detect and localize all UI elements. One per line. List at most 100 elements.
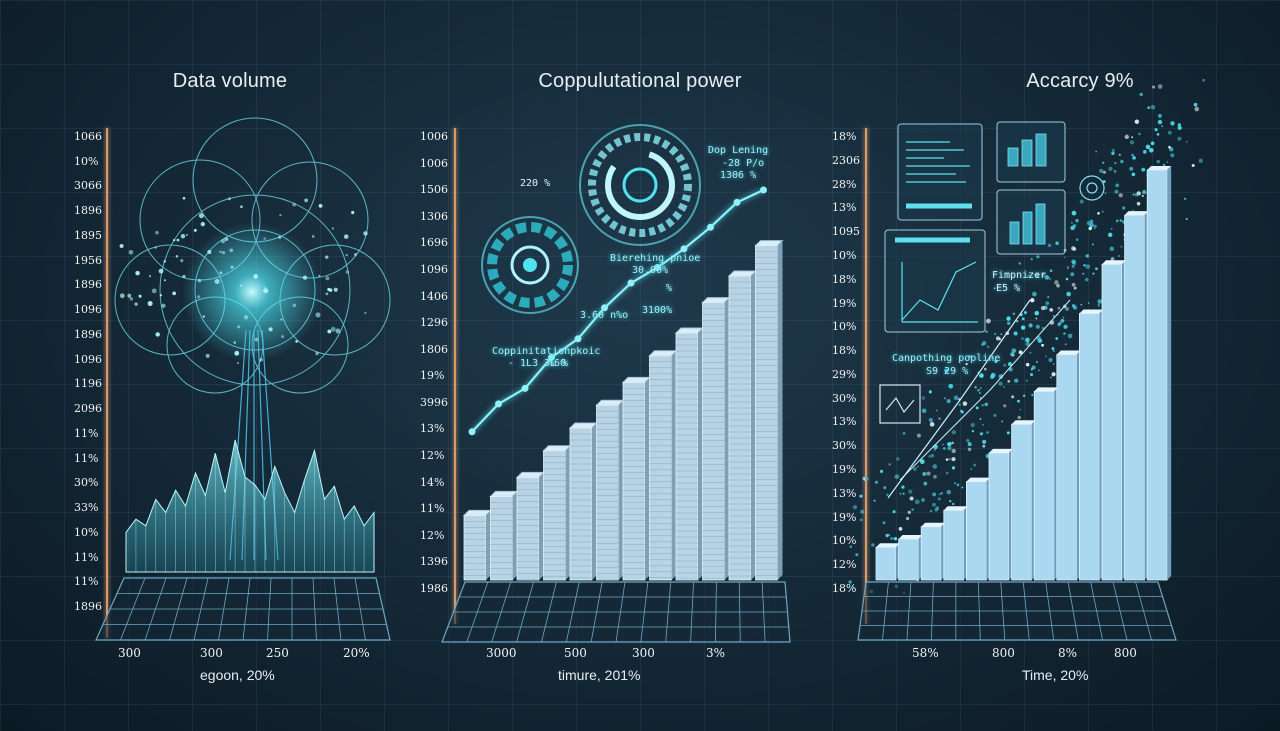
x-tick-label: 800 bbox=[1114, 646, 1137, 660]
particle bbox=[1162, 163, 1166, 167]
particle bbox=[990, 372, 996, 378]
particle bbox=[852, 505, 858, 510]
particle bbox=[849, 545, 852, 548]
network-node bbox=[219, 271, 223, 275]
particle bbox=[945, 471, 949, 475]
annotation: % bbox=[666, 283, 673, 294]
particle bbox=[898, 527, 903, 531]
particle bbox=[979, 392, 981, 394]
particle bbox=[1060, 318, 1065, 323]
gauge-small bbox=[481, 216, 579, 314]
y-tick-label: 1895 bbox=[74, 228, 102, 242]
particle bbox=[1136, 201, 1141, 206]
y-tick-label: 1096 bbox=[420, 262, 448, 276]
particle bbox=[995, 336, 1001, 341]
bar-side bbox=[751, 271, 756, 580]
particle bbox=[1166, 161, 1169, 163]
trend-line bbox=[887, 299, 1031, 499]
annotation: S9 29 % bbox=[926, 366, 969, 377]
particle bbox=[1072, 247, 1077, 251]
particle bbox=[1088, 226, 1092, 231]
particle bbox=[1107, 232, 1113, 238]
particle bbox=[919, 459, 925, 465]
particle bbox=[1007, 361, 1013, 367]
x-tick-label: 58% bbox=[912, 646, 939, 660]
particle bbox=[962, 401, 968, 406]
trend-point bbox=[680, 245, 688, 253]
network-node bbox=[233, 341, 236, 344]
particle bbox=[1134, 193, 1139, 197]
particle bbox=[1118, 193, 1123, 198]
computational-power-graphic bbox=[441, 124, 791, 643]
y-tick-label: 30% bbox=[74, 476, 99, 490]
particle bbox=[933, 474, 937, 479]
network-node bbox=[147, 301, 153, 307]
network-node bbox=[198, 213, 204, 219]
network-node bbox=[128, 249, 134, 255]
annotation: Dop Lening bbox=[708, 145, 769, 156]
network-node bbox=[197, 295, 201, 299]
particle bbox=[1052, 350, 1055, 352]
particle bbox=[949, 499, 952, 503]
y-tick-label: 1095 bbox=[832, 225, 860, 239]
particle bbox=[952, 502, 955, 506]
network-node bbox=[134, 302, 138, 306]
network-node bbox=[220, 239, 226, 244]
particle bbox=[951, 448, 956, 454]
particle bbox=[883, 486, 887, 490]
network-node bbox=[151, 288, 157, 294]
y-tick-label: 30% bbox=[832, 391, 857, 405]
annotation: 30.00% bbox=[632, 265, 669, 276]
particle bbox=[1141, 194, 1144, 198]
particle bbox=[944, 397, 946, 400]
particle bbox=[1169, 147, 1174, 152]
particle bbox=[1035, 317, 1038, 320]
particle bbox=[1102, 170, 1106, 174]
particle bbox=[1089, 222, 1094, 228]
y-tick-label: 18% bbox=[832, 272, 857, 286]
particle bbox=[1023, 311, 1027, 315]
particle bbox=[982, 439, 987, 444]
particle bbox=[907, 510, 911, 515]
network-node bbox=[302, 275, 308, 280]
annotation: 1306 % bbox=[720, 170, 757, 181]
particle bbox=[1003, 363, 1007, 367]
particle bbox=[1048, 277, 1052, 281]
annotation: Bierehing pnioe bbox=[610, 253, 701, 264]
particle bbox=[1012, 312, 1016, 316]
particle bbox=[1057, 306, 1061, 310]
network-node bbox=[205, 353, 210, 358]
particle bbox=[1139, 92, 1143, 97]
network-node bbox=[185, 233, 189, 237]
y-tick-label: 19% bbox=[832, 510, 857, 524]
trend-point bbox=[627, 279, 635, 287]
particle bbox=[951, 430, 956, 435]
annotation: Fimpnizer bbox=[992, 270, 1047, 281]
trend-point bbox=[760, 186, 767, 194]
particle bbox=[1015, 319, 1019, 323]
bar bbox=[920, 526, 942, 581]
target-icon bbox=[1079, 175, 1105, 201]
gauge-large bbox=[579, 124, 701, 246]
y-tick-label: 3996 bbox=[420, 395, 448, 409]
particle bbox=[1003, 404, 1007, 408]
x-tick-label: 3000 bbox=[486, 646, 517, 660]
chart-title: Accarcy 9% bbox=[1026, 70, 1134, 92]
y-tick-label: 19% bbox=[420, 369, 445, 383]
network-node bbox=[364, 311, 367, 315]
particle bbox=[1083, 264, 1086, 267]
particle bbox=[1072, 224, 1077, 228]
particle bbox=[993, 332, 997, 336]
particle bbox=[984, 402, 989, 407]
y-tick-label: 1986 bbox=[420, 582, 448, 595]
particle bbox=[1025, 337, 1030, 343]
particle bbox=[928, 454, 931, 458]
bar bbox=[543, 450, 566, 581]
network-node bbox=[197, 278, 202, 283]
network-node bbox=[175, 255, 179, 258]
x-tick-label: 8% bbox=[1058, 646, 1078, 660]
particle bbox=[946, 442, 950, 446]
particle bbox=[921, 396, 926, 400]
particle bbox=[1129, 140, 1134, 145]
y-tick-label: 11% bbox=[74, 426, 99, 440]
